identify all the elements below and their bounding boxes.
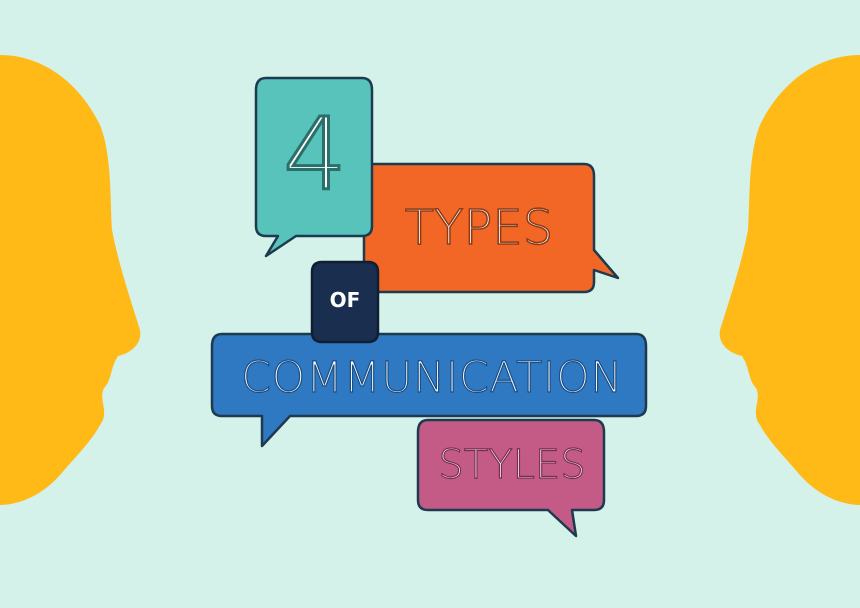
- communication-bubble: [210, 332, 648, 448]
- of-bubble: [310, 260, 380, 344]
- headline-of: OF: [329, 288, 361, 312]
- headline-number: 4: [282, 96, 349, 213]
- headline-styles: STYLES: [438, 442, 586, 488]
- four-bubble: [254, 76, 374, 258]
- right-head-icon: [719, 55, 860, 505]
- headline-communication: COMMUNICATION: [240, 352, 623, 403]
- styles-bubble: [416, 418, 606, 538]
- left-head-icon: [0, 55, 141, 505]
- headline-types: TYPES: [404, 200, 554, 256]
